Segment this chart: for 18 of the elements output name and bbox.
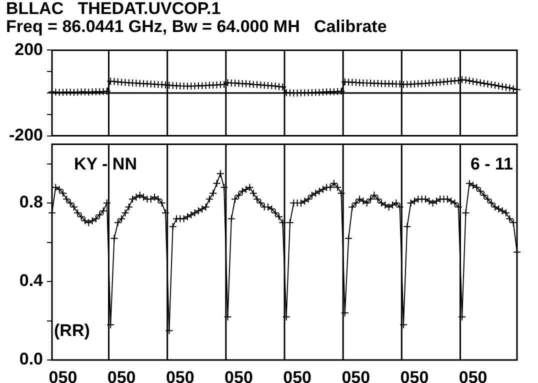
x-tick-label: 050	[283, 368, 312, 383]
y-tick-label: 0.4	[19, 271, 44, 290]
annotation: KY - NN	[74, 154, 137, 174]
annotation: (RR)	[54, 321, 90, 340]
y-tick-label: -200	[8, 125, 43, 144]
x-tick-label: 050	[400, 368, 429, 383]
annotation: 6 - 11	[470, 154, 513, 174]
x-tick-label: 050	[458, 368, 488, 383]
y-tick-label: 0.8	[19, 192, 43, 212]
x-tick-label: 050	[342, 368, 370, 383]
x-tick-label: 050	[107, 368, 136, 383]
chart-subtitle: Freq = 86.0441 GHz, Bw = 64.000 MH Calibrate	[6, 17, 387, 36]
chart-title: BLLAC THEDAT.UVCOP.1	[6, 0, 221, 18]
x-tick-label: 050	[166, 368, 194, 383]
y-tick-label: 200	[14, 40, 43, 59]
x-tick-label: 050	[224, 368, 253, 383]
y-tick-label: 0.0	[19, 350, 43, 369]
x-tick-label: 050	[48, 368, 78, 383]
